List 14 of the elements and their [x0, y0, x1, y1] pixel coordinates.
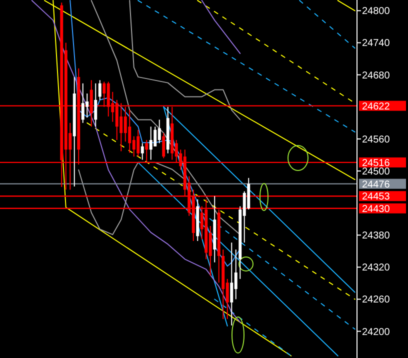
y-tick-label: 24740 — [362, 38, 390, 50]
ref-line-label: 24430 — [362, 204, 390, 215]
y-tick-label: 24680 — [362, 70, 390, 82]
ref-line-label: 24622 — [362, 101, 390, 112]
y-tick-label: 24380 — [362, 230, 390, 242]
y-tick-label: 24800 — [362, 6, 390, 18]
ref-line-label: 24453 — [362, 192, 390, 203]
y-tick-label: 24320 — [362, 262, 390, 274]
y-tick-label: 24500 — [362, 166, 390, 178]
ref-line-label: 24516 — [362, 158, 390, 169]
y-tick-label: 24260 — [362, 294, 390, 306]
y-tick-label: 24560 — [362, 134, 390, 146]
ref-line-label: 24476 — [362, 179, 390, 190]
y-tick-label: 24200 — [362, 326, 390, 338]
